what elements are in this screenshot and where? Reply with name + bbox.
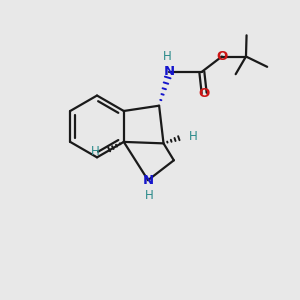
Text: H: H bbox=[145, 189, 154, 202]
Text: N: N bbox=[164, 65, 175, 78]
Text: H: H bbox=[91, 145, 100, 158]
Text: H: H bbox=[163, 50, 171, 63]
Text: H: H bbox=[189, 130, 197, 143]
Text: O: O bbox=[216, 50, 227, 63]
Text: N: N bbox=[142, 174, 154, 187]
Text: O: O bbox=[199, 86, 210, 100]
